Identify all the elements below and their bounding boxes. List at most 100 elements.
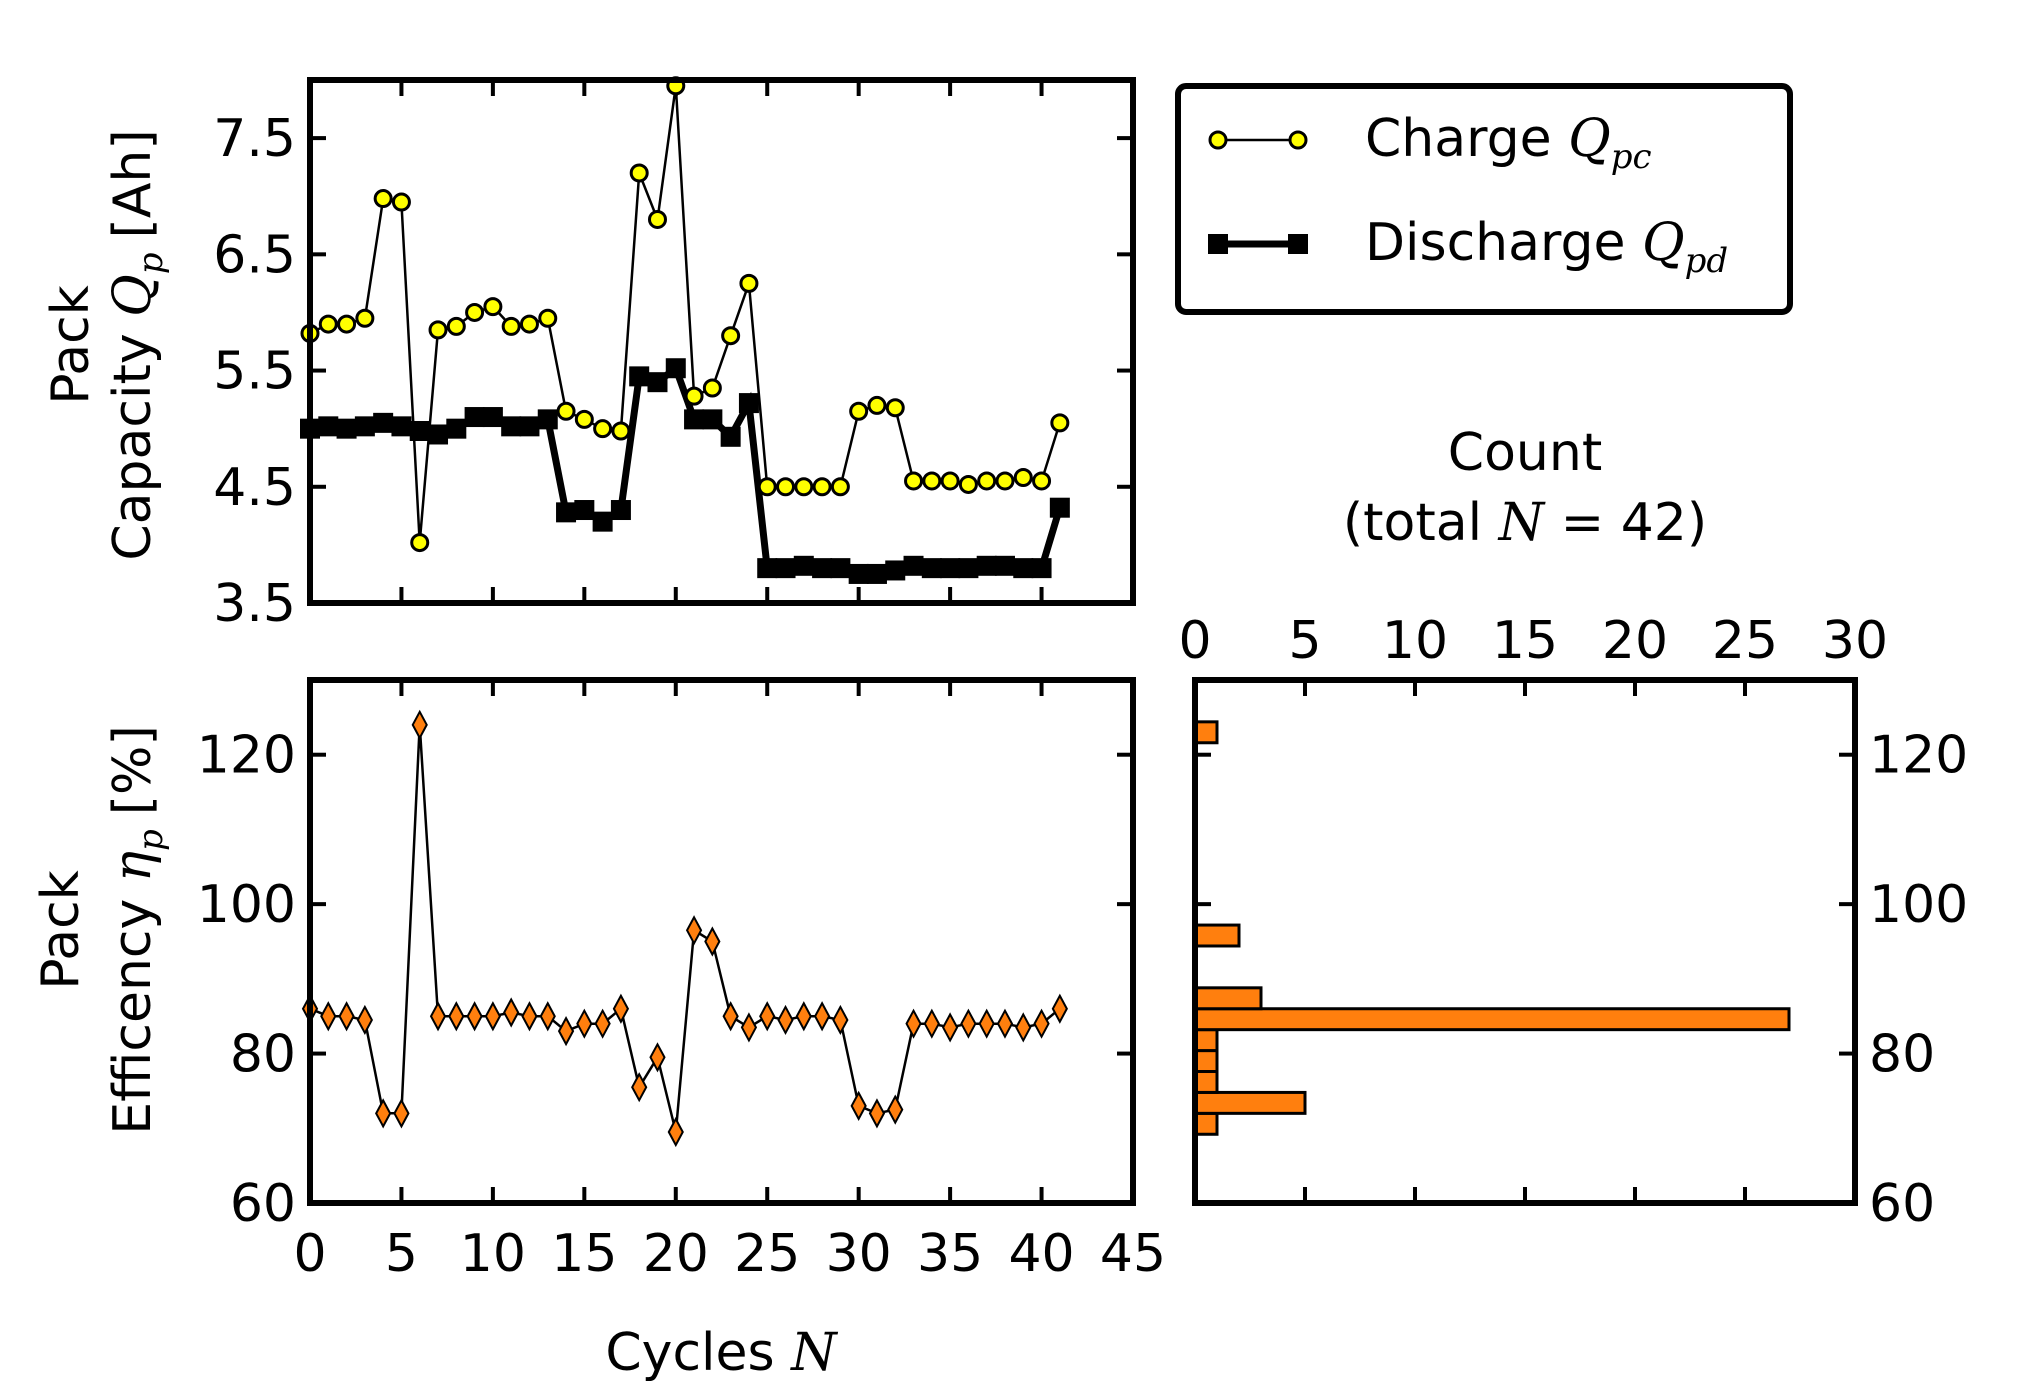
legend-entry-discharge: Discharge Qpd (1208, 213, 1728, 281)
efficiency-xtick-label: 35 (917, 1224, 983, 1284)
capacity-axes-frame (307, 77, 1136, 606)
histogram-bar (1193, 720, 1219, 745)
legend-discharge-name: Discharge (1365, 213, 1625, 273)
efficiency-point (375, 1098, 392, 1129)
discharge-point (1031, 558, 1052, 579)
charge-point (1050, 413, 1070, 433)
charge-point (830, 477, 850, 497)
legend-charge-symbol: Q (1568, 109, 1611, 169)
efficiency-ylabel-line1: Pack (31, 870, 91, 990)
efficiency-xtick-label: 30 (826, 1224, 892, 1284)
discharge-point (318, 416, 339, 437)
discharge-point (610, 500, 631, 521)
capacity-ylabel-word: Capacity (103, 333, 163, 560)
discharge-point (830, 558, 851, 579)
charge-point (611, 421, 631, 441)
efficiency-point (448, 1001, 465, 1032)
discharge-point (665, 358, 686, 379)
capacity-ylabel-symbol: Q (103, 274, 163, 317)
efficiency-point (320, 1001, 337, 1032)
histogram-bar (1193, 986, 1263, 1011)
histogram-title-suffix: = 42) (1544, 493, 1707, 553)
efficiency-xtick-label: 0 (293, 1224, 326, 1284)
capacity-ytick-label: 6.5 (213, 225, 296, 285)
charge-point (1013, 467, 1033, 487)
efficiency-point (795, 1001, 812, 1032)
charge-point (794, 477, 814, 497)
charge-point (355, 308, 375, 328)
charge-point (721, 326, 741, 346)
capacity-panel: Pack Capacity Qp [Ah] 3.5 4.5 5.5 6.5 7.5 (41, 76, 1136, 634)
capacity-ylabel-line2: Capacity Qp [Ah] (103, 129, 171, 560)
histogram-xtick-label: 20 (1602, 611, 1668, 671)
discharge-point (592, 511, 613, 532)
efficiency-xtick-label: 45 (1100, 1224, 1166, 1284)
charge-point (410, 533, 430, 553)
histogram-bar (1193, 1090, 1307, 1115)
histogram-ytick-label: 120 (1869, 726, 1968, 786)
legend-entry-charge: Charge Qpc (1208, 109, 1652, 177)
capacity-ylabel-line1: Pack (41, 285, 101, 405)
efficiency-point (521, 1001, 538, 1032)
efficiency-point (777, 1004, 794, 1036)
legend: Charge Qpc Discharge Qpd (1175, 83, 1793, 315)
capacity-plot-area (300, 76, 1070, 584)
discharge-point (482, 407, 503, 428)
histogram-title-line1: Count (1448, 423, 1602, 483)
efficiency-y-axis-label: Pack Efficency ηp [%] (31, 725, 171, 1134)
histogram-xtick-label: 5 (1288, 611, 1321, 671)
discharge-point (446, 418, 467, 439)
efficiency-point (722, 1001, 739, 1032)
charge-point (922, 471, 942, 491)
efficiency-point (411, 709, 428, 740)
efficiency-point (356, 1004, 374, 1036)
efficiency-xtick-label: 20 (643, 1224, 709, 1284)
x-axis-label-symbol: N (789, 1323, 838, 1383)
legend-discharge-subscript: pd (1685, 241, 1729, 281)
charge-point (538, 308, 558, 328)
capacity-x-ticks (308, 80, 1135, 603)
histogram-xtick-label: 10 (1382, 611, 1448, 671)
histogram-xtick-label: 0 (1178, 611, 1211, 671)
charge-point (629, 163, 649, 183)
charge-point (739, 273, 759, 293)
discharge-point (775, 558, 796, 579)
legend-discharge-label: Discharge Qpd (1365, 213, 1728, 281)
discharge-point (537, 409, 558, 430)
charge-point (958, 474, 978, 494)
discharge-point (647, 372, 668, 393)
efficiency-point (503, 997, 520, 1028)
efficiency-point (868, 1098, 886, 1129)
efficiency-axes-frame (307, 677, 1136, 1206)
charge-point (501, 316, 521, 336)
discharge-point (519, 416, 540, 437)
efficiency-xtick-label: 5 (385, 1224, 418, 1284)
discharge-point (720, 426, 741, 447)
charge-point (776, 477, 796, 497)
legend-discharge-symbol: Q (1642, 213, 1685, 273)
charge-point (904, 471, 924, 491)
efficiency-point (941, 1012, 959, 1043)
efficiency-point (631, 1072, 648, 1103)
histogram-y-ticks: 60 80 100 120 (1195, 726, 1968, 1234)
histogram-title-prefix: (total (1343, 493, 1499, 553)
histogram-bar (1193, 1070, 1219, 1094)
charge-point (757, 477, 777, 497)
charge-point (373, 189, 393, 209)
discharge-point (848, 563, 869, 584)
efficiency-ylabel-symbol: η (103, 851, 163, 882)
efficiency-point (740, 1012, 758, 1043)
efficiency-xtick-label: 40 (1008, 1224, 1074, 1284)
efficiency-point (594, 1008, 611, 1039)
capacity-y-axis-label: Pack Capacity Qp [Ah] (41, 129, 171, 560)
charge-point (977, 471, 997, 491)
efficiency-point (1051, 993, 1068, 1024)
charge-point (428, 320, 448, 340)
histogram-bar (1193, 1028, 1219, 1053)
efficiency-point (466, 1001, 483, 1032)
discharge-point (994, 555, 1015, 576)
charge-point (849, 401, 869, 421)
efficiency-point (557, 1016, 575, 1047)
discharge-point (958, 558, 979, 579)
